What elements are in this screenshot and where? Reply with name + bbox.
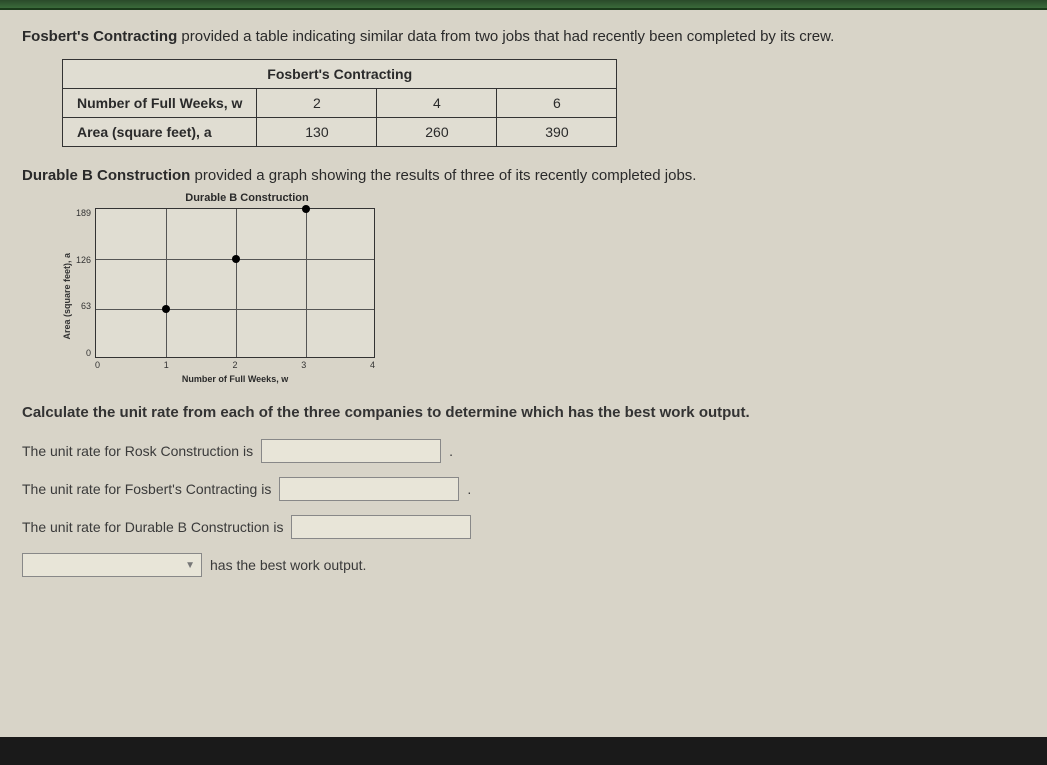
chart-xticks: 0 1 2 3 4 [95,360,375,370]
chart-ylabel: Area (square feet), a [62,253,72,340]
chevron-down-icon: ▼ [185,560,195,571]
instruction-text: Calculate the unit rate from each of the… [22,404,1025,421]
chart-plot-area [95,208,375,358]
company-fosberts-bold: Fosbert's Contracting [22,28,177,45]
chart-title: Durable B Construction [92,192,402,204]
row-weeks-label: Number of Full Weeks, w [63,89,257,118]
area-val-2: 260 [377,118,497,147]
fosberts-rate-input[interactable] [279,477,459,501]
data-point [162,305,170,313]
data-point [232,255,240,263]
best-suffix: has the best work output. [210,557,366,573]
ytick-189: 189 [76,208,91,218]
intro-durable: Durable B Construction provided a graph … [22,167,1025,184]
area-val-1: 130 [257,118,377,147]
row-area-label: Area (square feet), a [63,118,257,147]
ytick-0: 0 [76,348,91,358]
gridline-h [96,309,374,310]
period-1: . [449,443,453,459]
weeks-val-3: 6 [497,89,617,118]
table-title: Fosbert's Contracting [63,60,617,89]
intro-fosberts-rest: provided a table indicating similar data… [177,28,834,45]
xtick-3: 3 [301,360,306,370]
gridline-v [166,209,167,357]
company-durable-bold: Durable B Construction [22,167,190,184]
gridline-v [306,209,307,357]
xtick-4: 4 [370,360,375,370]
ytick-126: 126 [76,255,91,265]
ytick-63: 63 [76,301,91,311]
best-company-dropdown[interactable]: ▼ [22,553,202,577]
answer-row-best: ▼ has the best work output. [22,553,1025,577]
answer-row-rosk: The unit rate for Rosk Construction is . [22,439,1025,463]
area-val-3: 390 [497,118,617,147]
durable-chart: Durable B Construction Area (square feet… [62,192,402,384]
intro-durable-rest: provided a graph showing the results of … [190,167,696,184]
xtick-2: 2 [233,360,238,370]
durable-label: The unit rate for Durable B Construction… [22,519,283,535]
fosberts-table: Fosbert's Contracting Number of Full Wee… [62,59,617,147]
answer-row-durable: The unit rate for Durable B Construction… [22,515,1025,539]
weeks-val-1: 2 [257,89,377,118]
chart-xlabel: Number of Full Weeks, w [95,374,375,384]
period-2: . [467,481,471,497]
xtick-0: 0 [95,360,100,370]
answer-row-fosberts: The unit rate for Fosbert's Contracting … [22,477,1025,501]
data-point [302,205,310,213]
question-content: Fosbert's Contracting provided a table i… [0,10,1047,609]
xtick-1: 1 [164,360,169,370]
rosk-rate-input[interactable] [261,439,441,463]
rosk-label: The unit rate for Rosk Construction is [22,443,253,459]
window-top-border [0,0,1047,10]
intro-fosberts: Fosbert's Contracting provided a table i… [22,28,1025,45]
durable-rate-input[interactable] [291,515,471,539]
gridline-v [236,209,237,357]
fosberts-label: The unit rate for Fosbert's Contracting … [22,481,271,497]
window-bottom-bar [0,737,1047,765]
weeks-val-2: 4 [377,89,497,118]
chart-yticks: 189 126 63 0 [76,208,95,358]
